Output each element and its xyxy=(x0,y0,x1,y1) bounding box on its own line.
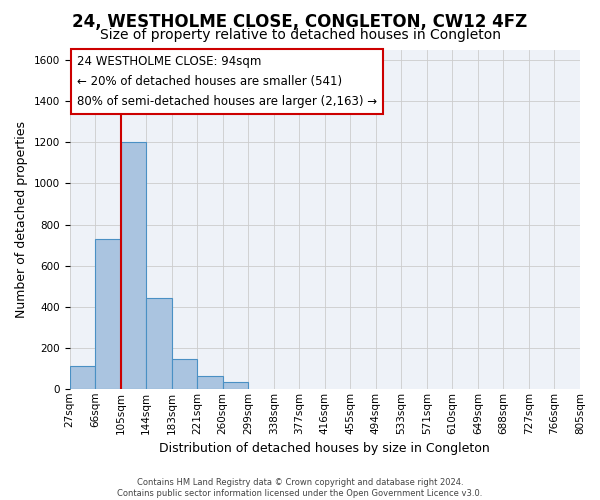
Bar xyxy=(223,382,248,389)
Text: 24, WESTHOLME CLOSE, CONGLETON, CW12 4FZ: 24, WESTHOLME CLOSE, CONGLETON, CW12 4FZ xyxy=(73,12,527,30)
Bar xyxy=(172,359,197,389)
Bar xyxy=(70,366,95,389)
Text: Contains HM Land Registry data © Crown copyright and database right 2024.
Contai: Contains HM Land Registry data © Crown c… xyxy=(118,478,482,498)
Bar xyxy=(146,298,172,389)
Text: 24 WESTHOLME CLOSE: 94sqm
← 20% of detached houses are smaller (541)
80% of semi: 24 WESTHOLME CLOSE: 94sqm ← 20% of detac… xyxy=(77,55,377,108)
Bar xyxy=(121,142,146,389)
Bar xyxy=(95,239,121,389)
Bar xyxy=(197,376,223,389)
X-axis label: Distribution of detached houses by size in Congleton: Distribution of detached houses by size … xyxy=(160,442,490,455)
Text: Size of property relative to detached houses in Congleton: Size of property relative to detached ho… xyxy=(100,28,500,42)
Y-axis label: Number of detached properties: Number of detached properties xyxy=(15,121,28,318)
